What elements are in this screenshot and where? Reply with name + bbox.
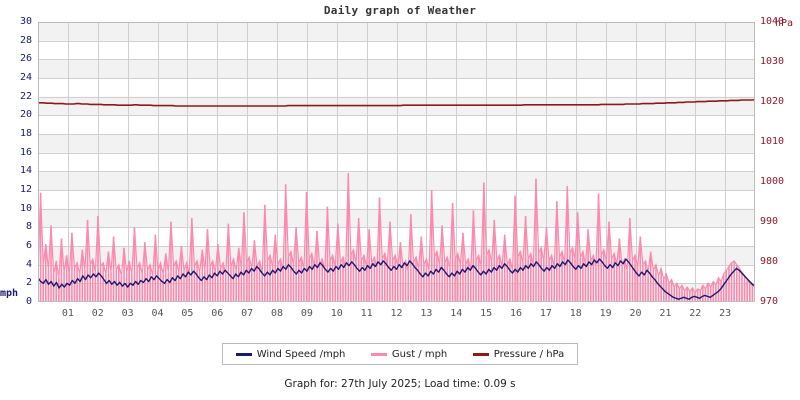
background-band bbox=[38, 171, 755, 190]
x-axis-tick-label: 07 bbox=[241, 308, 254, 319]
page-title: Daily graph of Weather bbox=[323, 4, 477, 17]
y-axis-left-tick-label: 0 bbox=[25, 296, 32, 307]
gust-trace bbox=[38, 173, 755, 302]
x-axis-tick-label: 02 bbox=[91, 308, 104, 319]
y-axis-left-tick-label: 2 bbox=[25, 277, 32, 289]
y-axis-right-tick-label: 990 bbox=[760, 216, 779, 227]
y-axis-left-tick-label: 14 bbox=[19, 165, 32, 177]
x-axis-tick-label: 11 bbox=[360, 308, 373, 319]
x-axis-tick-label: 10 bbox=[330, 308, 343, 319]
y-axis-right-tick-label: 980 bbox=[760, 256, 779, 267]
series-pressure bbox=[38, 98, 755, 107]
legend-label-pressure: Pressure / hPa bbox=[493, 348, 565, 360]
legend-label-wind-speed: Wind Speed /mph bbox=[256, 348, 346, 360]
y-axis-left-tick-label: 22 bbox=[19, 90, 32, 102]
legend-swatch-gust bbox=[370, 352, 387, 356]
y-axis-left-tick-label: 18 bbox=[19, 128, 32, 139]
x-axis-tick-label: 03 bbox=[121, 308, 134, 319]
legend-item-pressure[interactable]: Pressure / hPa bbox=[472, 348, 565, 360]
chart-legend: Wind Speed /mph Gust / mph Pressure / hP… bbox=[222, 343, 578, 365]
series-wind bbox=[38, 258, 755, 300]
y-axis-left-tick-label: 4 bbox=[25, 258, 32, 270]
x-axis-tick-label: 08 bbox=[270, 308, 284, 319]
y-axis-right-tick-label: 1000 bbox=[760, 176, 785, 187]
x-axis-tick-label: 18 bbox=[569, 308, 582, 319]
y-axis-right-tick-label: 1010 bbox=[760, 136, 785, 147]
y-axis-left-tick-label: 20 bbox=[19, 109, 32, 121]
x-axis-tick-label: 16 bbox=[509, 308, 523, 319]
y-axis-right-tick-label: 1030 bbox=[760, 56, 785, 67]
x-axis-tick-label: 13 bbox=[420, 308, 433, 319]
legend-label-gust: Gust / mph bbox=[391, 348, 448, 360]
legend-swatch-wind-speed bbox=[235, 352, 252, 356]
x-axis-tick-label: 14 bbox=[450, 308, 463, 319]
y-axis-left-tick-label: 30 bbox=[19, 16, 32, 27]
y-axis-left-unit-label: mph bbox=[0, 288, 19, 299]
y-axis-left-tick-label: 8 bbox=[25, 221, 32, 233]
background-band bbox=[38, 134, 755, 153]
y-axis-left-tick-label: 28 bbox=[19, 34, 32, 46]
y-axis-right-tick-label: 1020 bbox=[760, 96, 785, 107]
y-axis-left-tick-label: 6 bbox=[25, 240, 32, 251]
y-axis-left-tick-label: 16 bbox=[19, 146, 32, 158]
legend-swatch-pressure bbox=[472, 352, 489, 356]
x-axis-tick-label: 15 bbox=[480, 308, 493, 319]
wind-speed-line bbox=[38, 258, 755, 300]
legend-item-wind-speed[interactable]: Wind Speed /mph bbox=[235, 348, 346, 360]
plot-svg bbox=[38, 22, 755, 302]
background-band bbox=[38, 22, 755, 41]
y-axis-right-unit-label: hPa bbox=[775, 18, 794, 29]
y-axis-right-tick-label: 1040 bbox=[760, 16, 785, 27]
x-axis-tick-label: 12 bbox=[390, 308, 403, 319]
x-axis-tick-label: 20 bbox=[629, 308, 642, 319]
y-axis-left-tick-label: 24 bbox=[19, 72, 32, 83]
series-gust bbox=[38, 173, 755, 302]
y-axis-left-tick-label: 10 bbox=[19, 202, 32, 214]
x-axis-tick-label: 04 bbox=[151, 308, 164, 319]
gust-envelope bbox=[38, 173, 755, 294]
background-band bbox=[38, 208, 755, 228]
legend-item-gust[interactable]: Gust / mph bbox=[370, 348, 448, 360]
y-axis-left-tick-label: 12 bbox=[19, 184, 32, 195]
x-axis-tick-label: 21 bbox=[659, 308, 672, 319]
background-band bbox=[38, 59, 755, 78]
chart-footer: Graph for: 27th July 2025; Load time: 0.… bbox=[284, 378, 516, 390]
x-axis-tick-label: 01 bbox=[61, 308, 74, 319]
x-axis-tick-label: 17 bbox=[539, 308, 552, 319]
y-axis-left-tick-label: 26 bbox=[19, 53, 32, 65]
x-axis-tick-label: 05 bbox=[181, 308, 194, 319]
pressure-line bbox=[38, 98, 755, 107]
plot-area bbox=[38, 22, 755, 302]
x-axis-tick-label: 19 bbox=[599, 308, 612, 319]
y-axis-right-tick-label: 970 bbox=[760, 296, 779, 307]
x-axis-tick-label: 09 bbox=[300, 308, 313, 319]
plot-border bbox=[38, 22, 755, 302]
x-axis-tick-label: 06 bbox=[211, 308, 224, 319]
x-axis-tick-label: 22 bbox=[689, 308, 702, 319]
x-axis-tick-label: 23 bbox=[719, 308, 732, 319]
